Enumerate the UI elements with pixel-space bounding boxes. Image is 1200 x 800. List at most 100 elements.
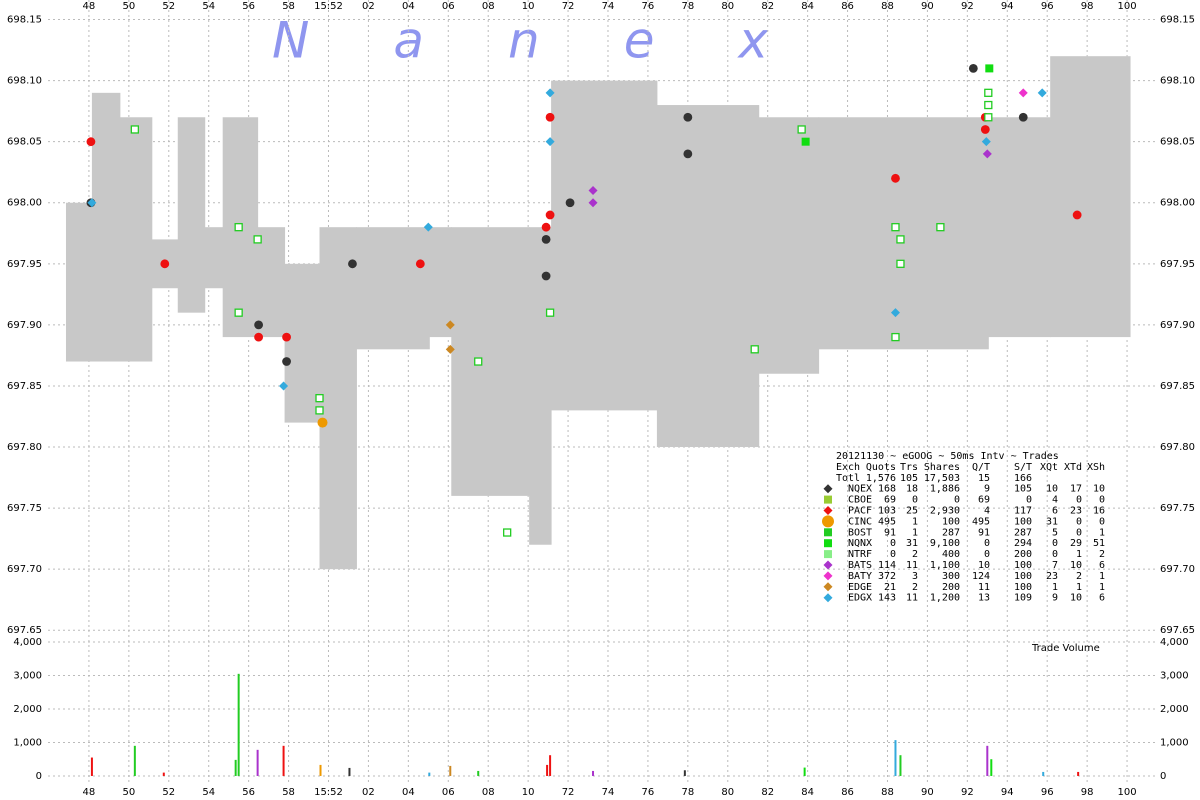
legend-marker [823,560,833,570]
y-tick-label: 698.15 [1160,15,1195,26]
volume-bar [133,745,136,776]
table-header: Shares [924,462,960,473]
table-header: Q/T [972,462,990,473]
table-cell: 143 [878,593,896,604]
trade-marker [545,137,555,147]
trade-marker [984,88,993,97]
trade-marker [1018,112,1028,122]
trade-marker [797,125,806,134]
nbbo-band [119,117,153,362]
volume-bar [803,767,806,776]
trade-marker [160,259,170,269]
trade-marker [474,357,483,366]
x-tick-label: 86 [841,1,854,12]
y-tick-label: 697.95 [7,259,42,270]
table-cell: 10 [1070,560,1082,571]
table-cell: BOST [848,527,872,538]
y-tick-label: 3,000 [13,670,42,681]
table-cell: 91 [978,527,990,538]
x-tick-label: 72 [562,787,575,798]
table-cell: 495 [972,516,990,527]
table-cell: 31 [1046,516,1058,527]
trade-marker [234,308,243,317]
y-tick-label: 4,000 [1160,637,1189,648]
x-tick-label: 15:52 [314,787,343,798]
y-tick-label: 697.80 [1160,442,1195,453]
nbbo-band [65,202,93,362]
table-cell: 1,886 [930,484,960,495]
y-tick-label: 697.75 [1160,503,1195,514]
trade-marker [130,125,139,134]
table-cell: 23 [1070,506,1082,517]
x-tick-label: 98 [1081,787,1094,798]
volume-bar [234,759,237,776]
trade-marker [588,186,598,196]
table-cell: 105 [1014,484,1032,495]
trade-marker [982,149,992,159]
volume-bar [894,740,897,776]
table-cell: BATY [848,571,872,582]
legend-marker [823,593,833,603]
table-cell: 3 [912,571,918,582]
table-cell: 0 [1052,538,1058,549]
legend-marker [822,515,834,528]
table-cell: 0 [1099,495,1105,506]
table-cell: 1 [1076,549,1082,560]
table-cell: NQNX [848,538,872,549]
table-cell: 11 [978,582,990,593]
table-cell: 109 [1014,593,1032,604]
x-tick-label: 96 [1041,787,1054,798]
table-cell: 4 [984,506,990,517]
y-tick-label: 697.85 [1160,381,1195,392]
trade-marker [750,345,759,354]
table-header: Trs [900,462,918,473]
x-tick-label: 02 [362,787,375,798]
nbbo-band [284,263,321,423]
table-cell: 0 [890,538,896,549]
table-cell: 0 [1076,516,1082,527]
volume-bar [592,770,595,776]
y-tick-label: 4,000 [13,637,42,648]
trade-marker [415,259,425,269]
x-tick-label: 82 [761,787,774,798]
volume-bar [990,759,993,776]
x-tick-label: 78 [681,1,694,12]
nbbo-band [257,227,286,338]
table-cell: 2 [1076,571,1082,582]
x-tick-label: 80 [721,787,734,798]
x-tick-label: 52 [162,787,175,798]
y-tick-label: 697.70 [1160,564,1195,575]
x-tick-label: 72 [562,1,575,12]
nbbo-band [758,117,820,374]
x-tick-label: 74 [602,1,615,12]
table-cell: 103 [878,506,896,517]
x-tick-label: 94 [1001,787,1014,798]
x-tick-label: 82 [761,1,774,12]
table-cell: 1 [912,527,918,538]
table-cell: 91 [884,527,896,538]
table-cell: 100 [1014,582,1032,593]
trade-marker [545,112,555,122]
x-tick-label: 100 [1118,1,1137,12]
table-cell: 2 [1099,549,1105,560]
table-cell: 168 [878,484,896,495]
trade-marker [891,173,900,183]
table-cell: 117 [1014,506,1032,517]
watermark: Nanex [272,12,852,70]
nbbo-band [319,227,357,570]
table-cell: 10 [1070,593,1082,604]
table-cell: 16 [1093,506,1105,517]
table-cell: 100 [1014,560,1032,571]
table-cell: 300 [942,571,960,582]
table-cell: 9,100 [930,538,960,549]
table-cell: 1 [912,516,918,527]
table-header: S/T [1014,462,1032,473]
table-cell: 25 [906,506,918,517]
nbbo-band [529,227,552,545]
table-cell: 29 [1070,538,1082,549]
table-cell: 124 [972,571,990,582]
trade-marker [683,112,693,122]
trade-marker [1018,88,1028,98]
trade-marker [565,198,575,208]
